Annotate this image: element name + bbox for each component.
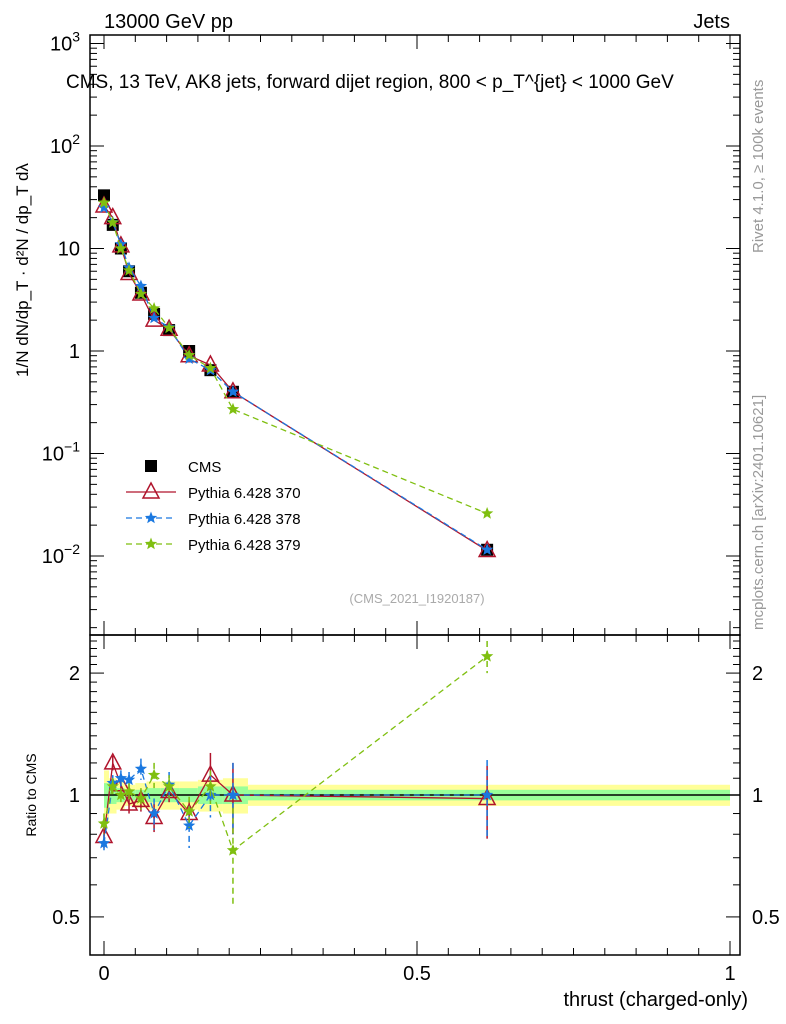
- data-point: [162, 321, 176, 334]
- ratio-point: [183, 819, 196, 831]
- ratio-point: [122, 773, 136, 786]
- ratio-point: [114, 771, 128, 784]
- y-tick-label: 10: [58, 239, 80, 261]
- y-tick-label: 10−2: [42, 541, 80, 568]
- data-point: [97, 201, 111, 213]
- legend-label-cms: CMS: [188, 459, 221, 476]
- legend: CMS Pythia 6.428 370 Pythia 6.428 378 Py…: [126, 459, 301, 554]
- ratio-point: [226, 843, 240, 856]
- data-point: [98, 189, 110, 202]
- data-point: [111, 235, 131, 253]
- x-tick-label: 1: [724, 963, 735, 985]
- data-point: [122, 264, 136, 276]
- legend-label-370: Pythia 6.428 370: [188, 485, 301, 502]
- ratio-point: [106, 779, 119, 792]
- mcplots-label: mcplots.cern.ch [arXiv:2401.10621]: [750, 395, 767, 630]
- x-tick-label: 0: [98, 963, 109, 985]
- data-point: [226, 402, 240, 415]
- ratio-point: [226, 788, 240, 801]
- ratio-point: [162, 779, 176, 792]
- x-axis-label: thrust (charged-only): [563, 989, 748, 1011]
- header-right: Jets: [693, 11, 730, 33]
- y-tick-label: 103: [50, 29, 80, 56]
- legend-marker: [144, 537, 158, 550]
- data-point: [480, 543, 494, 555]
- y-tick-label: 10−1: [42, 439, 80, 466]
- ratio-point: [119, 793, 139, 811]
- ratio-point: [97, 836, 111, 849]
- analysis-watermark: (CMS_2021_I1920187): [349, 591, 484, 606]
- ratio-axis-label: Ratio to CMS: [23, 753, 39, 836]
- data-point: [119, 262, 139, 281]
- ratio-y-tick-label: 1: [69, 785, 80, 807]
- y-tick-label: 1: [69, 341, 80, 363]
- legend-marker: [145, 460, 157, 472]
- data-point: [97, 196, 111, 208]
- header-left: 13000 GeV pp: [104, 11, 233, 33]
- ratio-point: [134, 792, 148, 804]
- data-point: [159, 318, 179, 337]
- ratio-point: [183, 805, 196, 817]
- ratio-point: [204, 779, 217, 792]
- data-point: [134, 287, 148, 300]
- ratio-point: [131, 789, 151, 808]
- ratio-y-tick-label: 0.5: [52, 907, 80, 929]
- ratio-y-tick-label: 2: [69, 663, 80, 685]
- ratio-point: [147, 768, 161, 781]
- data-series: [94, 189, 497, 907]
- data-point: [114, 242, 128, 254]
- data-point: [183, 352, 196, 364]
- data-point: [147, 302, 161, 314]
- data-point: [94, 195, 114, 213]
- ratio-point: [103, 752, 123, 770]
- data-point: [134, 279, 148, 292]
- ratio-point: [147, 807, 161, 819]
- legend-label-378: Pythia 6.428 378: [188, 511, 301, 528]
- ratio-point: [114, 788, 128, 801]
- data-point: [147, 311, 161, 324]
- data-point: [204, 361, 217, 374]
- data-point: [144, 309, 164, 327]
- y-axis-label: 1/N dN/dp_T · d²N / dp_T dλ: [13, 163, 32, 377]
- data-point: [183, 348, 196, 361]
- rivet-label: Rivet 4.1.0, ≥ 100k events: [750, 80, 767, 253]
- ratio-y-tick-label: 1: [752, 785, 763, 807]
- series-line-3: [103, 202, 488, 515]
- legend-marker: [144, 511, 158, 524]
- ratio-point: [122, 785, 136, 797]
- ratio-point: [480, 788, 494, 801]
- data-point: [106, 216, 119, 228]
- ratio-y-tick-label: 2: [752, 663, 763, 685]
- ratio-point: [97, 817, 111, 829]
- x-tick-label: 0.5: [403, 963, 431, 985]
- legend-label-379: Pythia 6.428 379: [188, 537, 301, 554]
- legend-marker: [141, 481, 161, 499]
- data-point: [480, 507, 494, 519]
- ratio-point: [134, 762, 148, 775]
- ratio-y-tick-label: 0.5: [752, 907, 780, 929]
- y-tick-label: 102: [50, 131, 80, 158]
- data-point: [226, 385, 240, 397]
- ratio-point: [480, 649, 494, 662]
- plot-title: CMS, 13 TeV, AK8 jets, forward dijet reg…: [66, 72, 674, 93]
